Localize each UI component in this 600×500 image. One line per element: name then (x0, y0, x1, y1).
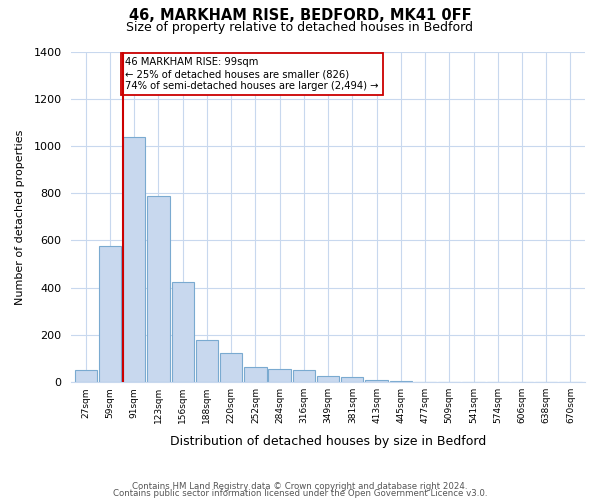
Bar (196, 340, 218, 382)
Bar (147, 196, 170, 382)
Bar (74, 370, 97, 382)
Bar (365, 380, 388, 382)
Text: Contains HM Land Registry data © Crown copyright and database right 2024.: Contains HM Land Registry data © Crown c… (132, 482, 468, 491)
Bar (268, 369, 291, 382)
Bar (244, 367, 266, 382)
Bar (123, 136, 145, 382)
X-axis label: Distribution of detached houses by size in Bedford: Distribution of detached houses by size … (170, 434, 486, 448)
Text: Contains public sector information licensed under the Open Government Licence v3: Contains public sector information licen… (113, 490, 487, 498)
Y-axis label: Number of detached properties: Number of detached properties (15, 129, 25, 304)
Text: 46 MARKHAM RISE: 99sqm
← 25% of detached houses are smaller (826)
74% of semi-de: 46 MARKHAM RISE: 99sqm ← 25% of detached… (125, 58, 379, 90)
Text: Size of property relative to detached houses in Bedford: Size of property relative to detached ho… (127, 21, 473, 34)
Bar (172, 282, 194, 382)
Bar (317, 376, 339, 382)
Bar (99, 246, 121, 382)
Bar (389, 381, 412, 382)
Bar (220, 352, 242, 382)
Text: 46, MARKHAM RISE, BEDFORD, MK41 0FF: 46, MARKHAM RISE, BEDFORD, MK41 0FF (128, 8, 472, 22)
Bar (341, 378, 364, 382)
Bar (293, 370, 315, 382)
